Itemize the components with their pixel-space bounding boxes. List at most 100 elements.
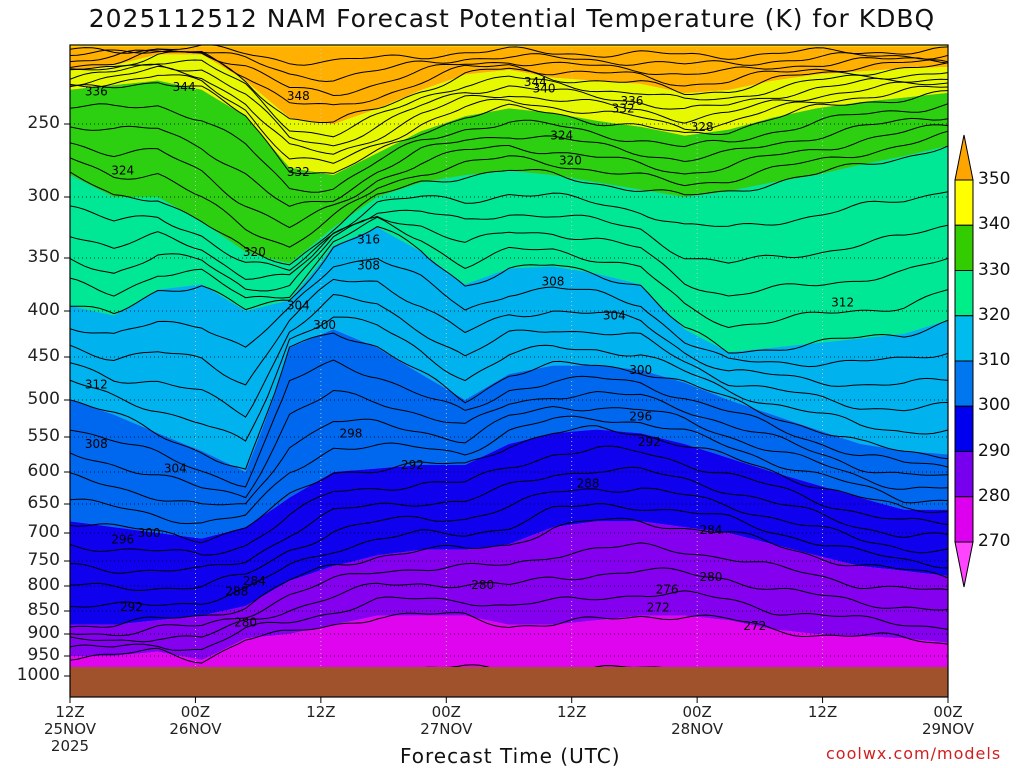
contour-label-text: 332 <box>287 165 310 179</box>
contour-label: 272 <box>647 601 670 615</box>
contour-label: 304 <box>603 309 626 323</box>
x-tick-label: 12Z 25NOV 2025 <box>30 704 110 755</box>
contour-label-text: 336 <box>620 94 643 108</box>
contour-label-text: 292 <box>401 458 424 472</box>
colorbar-segment <box>954 405 974 452</box>
colorbar-label: 290 <box>978 440 1011 461</box>
colorbar-label: 300 <box>978 395 1011 416</box>
y-tick-label: 750 <box>27 550 60 570</box>
contour-320 <box>70 145 948 266</box>
x-tick-label: 12Z <box>783 704 863 721</box>
contour-label: 296 <box>111 533 134 547</box>
contour-label-text: 308 <box>541 274 564 288</box>
contour-label: 328 <box>691 120 714 134</box>
x-tick-label-line: 29NOV <box>921 720 975 738</box>
x-tick-label-line: 28NOV <box>671 720 724 738</box>
contour-label: 308 <box>85 437 108 451</box>
contour-284 <box>70 487 948 591</box>
contour-310 <box>70 226 948 354</box>
contour-338 <box>70 59 948 138</box>
contour-label: 280 <box>471 578 494 592</box>
plot-frame <box>69 44 949 698</box>
y-tick-label: 700 <box>27 522 60 542</box>
terrain <box>70 667 948 697</box>
theta-band-290 <box>70 429 948 625</box>
contour-314 <box>70 215 948 297</box>
contour-298 <box>70 359 948 488</box>
contour-label-text: 320 <box>559 154 582 168</box>
contour-label: 336 <box>620 94 643 108</box>
contour-label-text: 348 <box>287 89 310 103</box>
contour-label: 288 <box>225 585 248 599</box>
colorbar-segment <box>954 451 974 498</box>
colorbar-label: 350 <box>978 169 1011 189</box>
y-tick-label: 950 <box>27 645 60 665</box>
contour-318 <box>70 191 948 271</box>
x-tick-label: 12Z <box>281 704 361 721</box>
contour-label-text: 308 <box>357 258 380 272</box>
contour-label-text: 320 <box>243 245 266 259</box>
colorbar-segment <box>954 315 974 362</box>
contour-label-text: 296 <box>629 409 652 423</box>
contour-label: 280 <box>234 616 257 630</box>
x-tick-label-line: 2025 <box>50 737 90 755</box>
contour-272 <box>70 611 948 664</box>
x-tick-label-line: 00Z <box>180 703 211 721</box>
chart-title: 2025112512 NAM Forecast Potential Temper… <box>88 4 936 33</box>
y-tick-label: 850 <box>27 600 60 620</box>
contour-label-text: 344 <box>524 75 547 89</box>
contour-label-text: 324 <box>550 129 573 143</box>
contour-label: 344 <box>173 80 196 94</box>
contour-302 <box>70 316 948 442</box>
contour-label-text: 300 <box>138 526 161 540</box>
contour-label: 298 <box>340 426 363 440</box>
contour-label-text: 304 <box>164 462 187 476</box>
x-tick-label: 00Z 29NOV <box>908 704 988 738</box>
colorbar-label: 340 <box>978 214 1011 235</box>
contour-label: 284 <box>243 574 266 588</box>
colorbar-label: 330 <box>978 259 1011 280</box>
colorbar-segment <box>954 179 974 226</box>
x-tick-label: 00Z 28NOV <box>657 704 737 738</box>
contour-label-text: 280 <box>234 616 257 630</box>
contour-label: 320 <box>243 245 266 259</box>
colorbar-segment <box>954 270 974 317</box>
contour-label-text: 316 <box>357 233 380 247</box>
contour-label: 324 <box>111 164 134 178</box>
contour-label: 284 <box>699 523 722 537</box>
contour-label-text: 280 <box>471 578 494 592</box>
contour-label: 332 <box>612 102 635 116</box>
y-tick-label: 300 <box>27 186 60 206</box>
credit-text: coolwx.com/models <box>826 744 1002 763</box>
y-tick-label: 250 <box>27 113 60 133</box>
colorbar-label: 320 <box>978 304 1011 325</box>
contour-label-text: 284 <box>699 523 722 537</box>
contour-label-text: 332 <box>612 102 635 116</box>
contour-label: 292 <box>638 435 661 449</box>
contour-326 <box>70 117 948 207</box>
contour-label-text: 324 <box>111 164 134 178</box>
contour-294 <box>70 405 948 506</box>
x-tick-label: 00Z 27NOV <box>406 704 486 738</box>
theta-band-340 <box>70 54 948 176</box>
contour-300 <box>70 332 948 470</box>
colorbar-label: 280 <box>978 485 1011 506</box>
x-tick-label-line: 27NOV <box>420 720 473 738</box>
contour-288 <box>70 445 948 556</box>
colorbar-top-arrow <box>954 134 974 181</box>
x-tick-label-line: 26NOV <box>169 720 222 738</box>
contour-296 <box>70 389 948 499</box>
contour-336 <box>70 63 948 147</box>
y-tick-label: 800 <box>27 575 60 595</box>
contour-280 <box>70 517 948 628</box>
contour-label: 336 <box>85 84 108 98</box>
x-axis-label: Forecast Time (UTC) <box>400 744 621 768</box>
y-tick-label: 450 <box>27 346 60 366</box>
y-tick-label: 650 <box>27 493 60 513</box>
contour-label: 292 <box>120 600 143 614</box>
contour-label-text: 308 <box>85 437 108 451</box>
colorbar-segment <box>954 224 974 271</box>
contour-label-text: 272 <box>743 619 766 633</box>
contour-312 <box>70 216 948 329</box>
